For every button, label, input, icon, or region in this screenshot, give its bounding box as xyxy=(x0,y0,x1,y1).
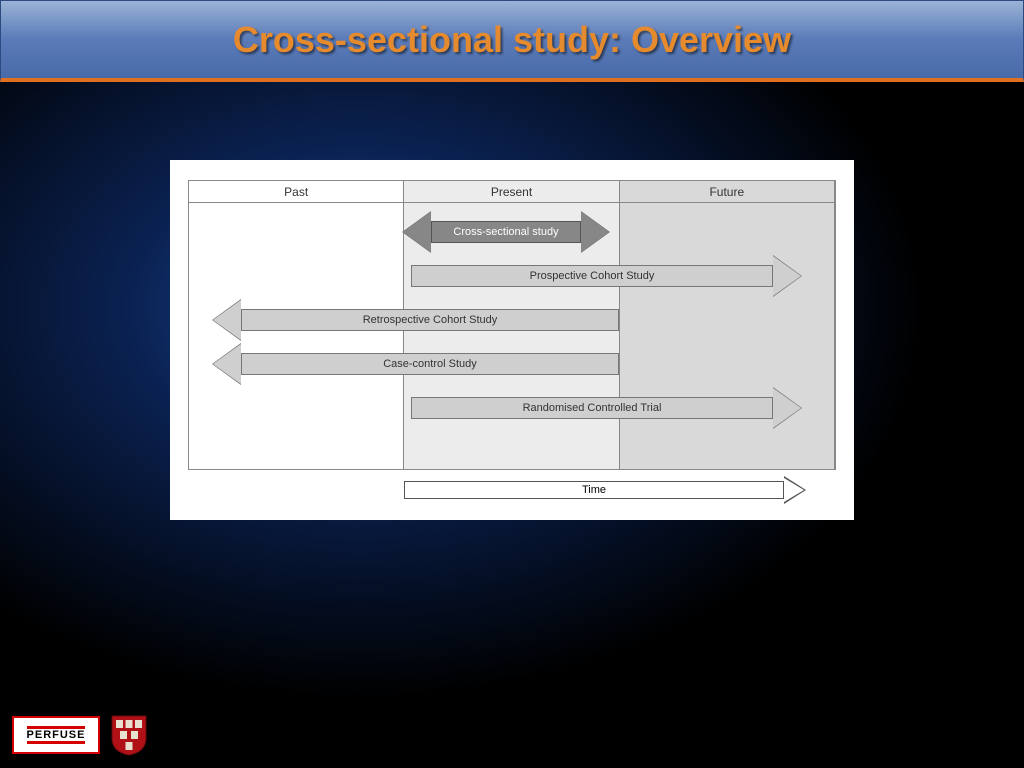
arrowhead-left xyxy=(213,344,241,384)
arrowhead-right xyxy=(773,388,801,428)
time-grid: Past Present Future Cross-sectional stud… xyxy=(188,180,836,470)
study-arrow: Prospective Cohort Study xyxy=(411,265,773,287)
study-arrow-label: Cross-sectional study xyxy=(453,226,558,238)
slide-header: Cross-sectional study: Overview xyxy=(0,0,1024,82)
time-axis-label: Time xyxy=(404,481,784,499)
arrowhead-right xyxy=(581,212,609,252)
study-arrow: Cross-sectional study xyxy=(431,221,581,243)
time-axis-arrow: Time xyxy=(188,478,836,502)
study-arrow-label: Prospective Cohort Study xyxy=(530,270,655,282)
arrowhead-right xyxy=(773,256,801,296)
study-arrow: Retrospective Cohort Study xyxy=(241,309,619,331)
study-arrow: Randomised Controlled Trial xyxy=(411,397,773,419)
study-arrow-label: Randomised Controlled Trial xyxy=(523,402,662,414)
perfuse-logo: PERFUSE xyxy=(12,716,100,754)
arrows-layer: Cross-sectional study Prospective Cohort … xyxy=(189,203,835,469)
study-types-diagram: Past Present Future Cross-sectional stud… xyxy=(170,160,854,520)
perfuse-bar xyxy=(27,741,86,744)
study-arrow-label: Retrospective Cohort Study xyxy=(363,314,498,326)
column-header: Present xyxy=(404,181,618,203)
slide-title: Cross-sectional study: Overview xyxy=(233,19,791,61)
study-arrow-label: Case-control Study xyxy=(383,358,477,370)
column-header: Past xyxy=(189,181,403,203)
arrowhead-left xyxy=(403,212,431,252)
column-header: Future xyxy=(620,181,834,203)
study-arrow: Case-control Study xyxy=(241,353,619,375)
perfuse-text: PERFUSE xyxy=(27,729,86,741)
arrowhead-left xyxy=(213,300,241,340)
footer-logos: PERFUSE xyxy=(12,714,148,756)
harvard-shield-icon xyxy=(110,714,148,756)
time-arrowhead xyxy=(784,478,804,502)
